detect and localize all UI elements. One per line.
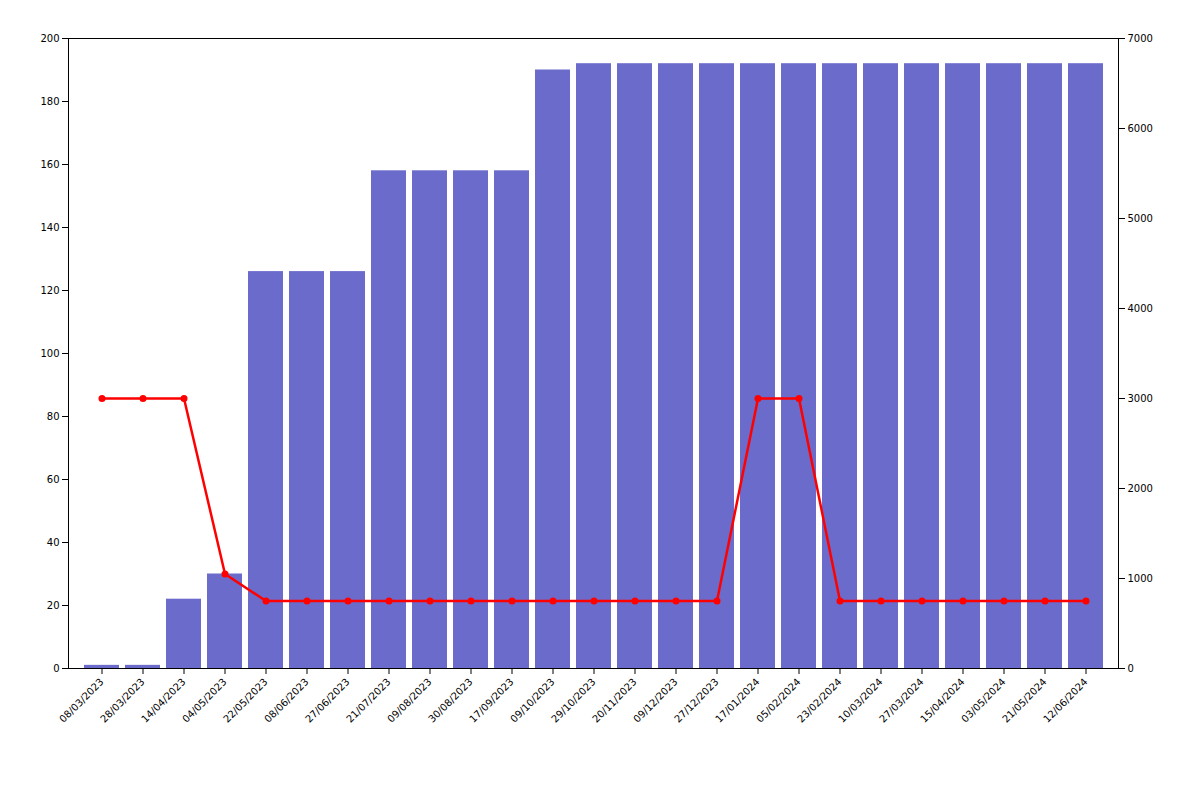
svg-text:27/03/2024: 27/03/2024 (877, 676, 926, 725)
svg-text:0: 0 (1128, 663, 1134, 674)
svg-text:28/03/2023: 28/03/2023 (98, 676, 147, 725)
svg-text:3000: 3000 (1128, 393, 1153, 404)
svg-text:08/06/2023: 08/06/2023 (262, 676, 311, 725)
svg-text:05/02/2024: 05/02/2024 (754, 676, 803, 725)
svg-text:6000: 6000 (1128, 123, 1153, 134)
svg-text:14/04/2023: 14/04/2023 (139, 676, 188, 725)
svg-text:60: 60 (47, 474, 60, 485)
svg-text:03/05/2024: 03/05/2024 (959, 676, 1008, 725)
svg-text:30/08/2023: 30/08/2023 (426, 676, 475, 725)
svg-text:21/05/2024: 21/05/2024 (1000, 676, 1049, 725)
svg-text:20: 20 (47, 600, 60, 611)
svg-text:80: 80 (47, 411, 60, 422)
svg-text:15/04/2024: 15/04/2024 (918, 676, 967, 725)
svg-text:10/03/2024: 10/03/2024 (836, 676, 885, 725)
svg-text:7000: 7000 (1128, 33, 1153, 44)
svg-text:0: 0 (53, 663, 59, 674)
svg-text:160: 160 (40, 159, 59, 170)
svg-text:09/10/2023: 09/10/2023 (508, 676, 557, 725)
svg-text:09/08/2023: 09/08/2023 (385, 676, 434, 725)
svg-text:40: 40 (47, 537, 60, 548)
svg-text:21/07/2023: 21/07/2023 (344, 676, 393, 725)
svg-text:09/12/2023: 09/12/2023 (631, 676, 680, 725)
svg-text:12/06/2024: 12/06/2024 (1041, 676, 1090, 725)
svg-text:5000: 5000 (1128, 213, 1153, 224)
svg-text:180: 180 (40, 96, 59, 107)
svg-text:17/09/2023: 17/09/2023 (467, 676, 516, 725)
svg-text:08/03/2023: 08/03/2023 (57, 676, 106, 725)
svg-text:4000: 4000 (1128, 303, 1153, 314)
svg-text:200: 200 (40, 33, 59, 44)
svg-text:22/05/2023: 22/05/2023 (221, 676, 270, 725)
svg-text:2000: 2000 (1128, 483, 1153, 494)
svg-text:17/01/2024: 17/01/2024 (713, 676, 762, 725)
svg-text:1000: 1000 (1128, 573, 1153, 584)
svg-text:23/02/2024: 23/02/2024 (795, 676, 844, 725)
svg-text:100: 100 (40, 348, 59, 359)
svg-text:27/06/2023: 27/06/2023 (303, 676, 352, 725)
svg-text:04/05/2023: 04/05/2023 (180, 676, 229, 725)
svg-text:27/12/2023: 27/12/2023 (672, 676, 721, 725)
svg-text:29/10/2023: 29/10/2023 (549, 676, 598, 725)
svg-text:120: 120 (40, 285, 59, 296)
svg-text:140: 140 (40, 222, 59, 233)
svg-text:20/11/2023: 20/11/2023 (590, 676, 639, 725)
